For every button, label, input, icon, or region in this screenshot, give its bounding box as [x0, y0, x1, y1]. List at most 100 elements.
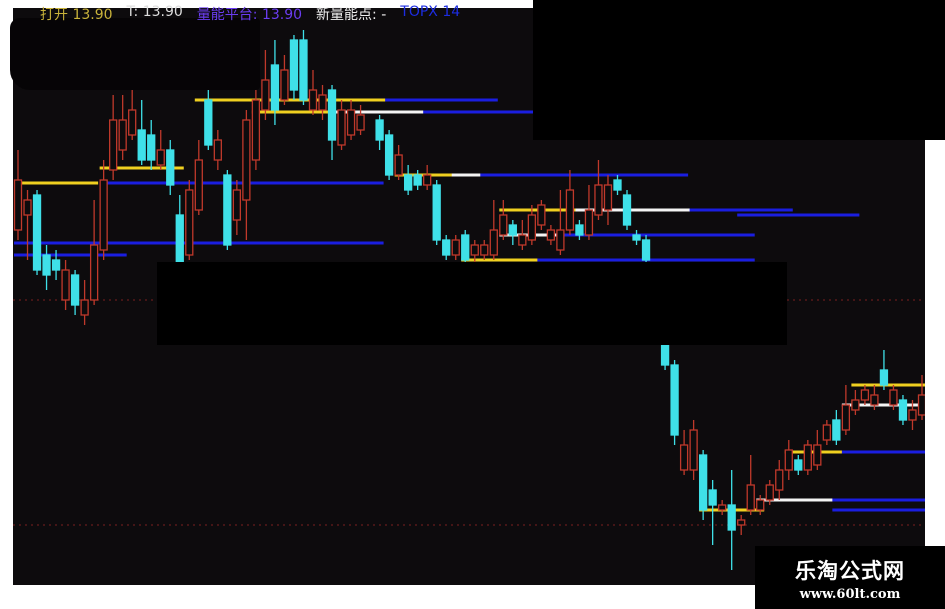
blurred-legend-area [10, 18, 260, 90]
candle-up [527, 214, 537, 241]
t-value: T: 13.90 [126, 4, 183, 20]
candle-up [765, 484, 774, 501]
watermark: 乐淘公式网 www.60lt.com [755, 546, 945, 609]
candle-up [156, 149, 165, 166]
candle-up [813, 444, 822, 466]
candle-up [109, 119, 118, 171]
candle-up [118, 119, 127, 151]
candle-up [870, 394, 879, 406]
candle-up [718, 504, 727, 511]
candle-down [403, 174, 413, 191]
candle-up [822, 424, 831, 441]
candle-up [889, 389, 898, 406]
candle-up [99, 179, 108, 251]
candle-down [794, 459, 803, 471]
candle-up [689, 429, 698, 471]
chart-canvas[interactable] [13, 8, 925, 585]
candle-down [508, 224, 517, 236]
candle-up [489, 229, 498, 256]
candle-up [537, 204, 546, 226]
redacted-region-top [533, 0, 945, 140]
watermark-title: 乐淘公式网 [795, 559, 905, 583]
candle-up [337, 109, 346, 146]
candle-up [546, 229, 556, 241]
candle-down [147, 134, 156, 161]
candle-down [375, 119, 384, 141]
candle-down [641, 239, 651, 261]
candle-down [51, 259, 61, 271]
redacted-region-middle [157, 262, 787, 345]
candle-down [223, 174, 232, 246]
candle-up [480, 244, 489, 256]
candle-up [518, 234, 527, 246]
candle-up [594, 184, 603, 216]
candle-down [432, 184, 441, 241]
candle-down [879, 369, 889, 386]
watermark-url: www.60lt.com [799, 587, 901, 602]
candle-up [451, 239, 460, 256]
candle-down [137, 129, 146, 161]
candle-up [679, 444, 689, 471]
new-point-value: 新量能点: - [316, 7, 387, 23]
candle-down [70, 274, 80, 306]
candle-up [80, 299, 89, 316]
candle-up [128, 109, 137, 136]
candle-up [356, 114, 365, 131]
candle-up [775, 469, 784, 491]
top-value: TOPX 14 [400, 4, 461, 20]
candle-down [270, 64, 280, 111]
candle-up [499, 214, 508, 236]
candle-up [584, 209, 594, 236]
candle-up [556, 229, 565, 251]
candle-down [832, 419, 841, 441]
candle-up [346, 109, 356, 136]
candle-up [603, 184, 613, 211]
candle-down [622, 194, 632, 226]
candle-up [13, 179, 23, 231]
candle-up [89, 244, 99, 301]
candle-up [803, 444, 812, 471]
candle-down [613, 179, 622, 191]
candle-up [917, 394, 925, 416]
candle-up [308, 89, 318, 111]
candle-down [698, 454, 708, 511]
candle-up [851, 399, 860, 411]
candle-up [470, 244, 479, 256]
candle-down [442, 239, 451, 256]
candle-down [175, 214, 184, 266]
candle-down [898, 399, 908, 421]
candle-up [394, 154, 403, 176]
candle-down [384, 134, 394, 176]
candle-down [327, 89, 337, 141]
candle-up [185, 189, 194, 256]
candle-up [318, 94, 327, 111]
candle-down [32, 194, 42, 271]
candle-up [565, 189, 575, 231]
open-value: 打开 13.90 [40, 7, 113, 23]
candle-up [242, 119, 251, 201]
candle-up [61, 269, 70, 301]
indicator-header: 打开 13.90 T: 13.90 量能平台: 13.90 新量能点: - TO… [40, 4, 460, 24]
candle-down [660, 344, 670, 366]
candle-up [213, 139, 222, 161]
candle-up [756, 499, 765, 511]
candle-up [251, 99, 261, 161]
platform-value: 量能平台: 13.90 [196, 7, 303, 23]
candle-up [423, 174, 432, 186]
candle-up [194, 159, 203, 211]
candle-up [261, 79, 270, 111]
candle-down [461, 234, 470, 261]
candle-down [632, 234, 641, 241]
candle-up [860, 389, 870, 401]
candle-down [727, 504, 736, 531]
candle-down [299, 39, 308, 101]
candle-down [204, 99, 213, 146]
candle-down [413, 174, 422, 186]
candle-up [908, 409, 917, 421]
candle-down [166, 149, 175, 186]
candle-down [42, 254, 51, 276]
candle-up [841, 404, 851, 431]
candle-up [746, 484, 755, 511]
candle-down [289, 39, 299, 91]
candle-up [784, 449, 793, 471]
